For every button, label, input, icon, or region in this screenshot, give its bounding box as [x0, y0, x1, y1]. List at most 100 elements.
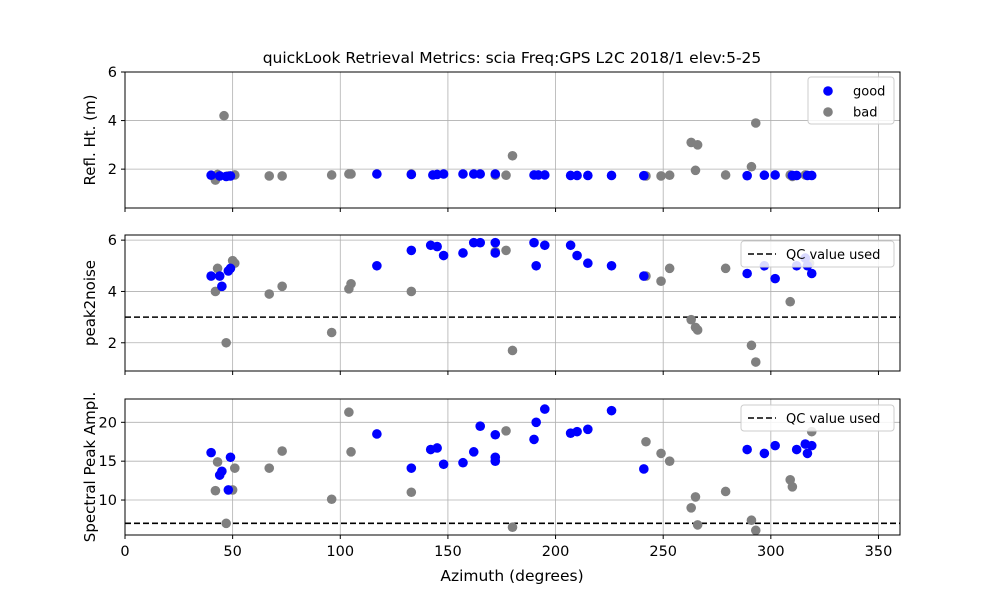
bad-point — [686, 314, 696, 325]
bad-point — [501, 245, 511, 256]
y-tick-label: 10 — [99, 493, 117, 509]
bad-point — [406, 487, 417, 498]
good-point — [406, 463, 417, 473]
y-tick-label: 4 — [108, 284, 117, 300]
x-tick-label: 100 — [326, 544, 354, 560]
series-good — [206, 404, 817, 495]
good-point — [759, 170, 770, 181]
good-point — [438, 169, 449, 179]
good-point — [475, 421, 486, 432]
good-point — [206, 170, 216, 181]
legend-label-qc: QC value used — [786, 412, 880, 427]
bad-point — [344, 407, 354, 418]
y-axis-label: peak2noise — [81, 260, 99, 346]
bad-point — [692, 140, 703, 150]
series-bad — [210, 245, 815, 367]
bad-point — [326, 327, 337, 338]
legend-box — [740, 404, 895, 432]
bad-point — [277, 446, 287, 456]
good-point — [806, 170, 817, 181]
bad-point — [750, 525, 761, 536]
series-good — [206, 237, 817, 292]
good-point — [742, 268, 752, 279]
good-point — [539, 170, 550, 180]
bad-point — [656, 171, 666, 181]
good-point — [539, 240, 550, 251]
bad-point — [229, 463, 240, 473]
good-point — [206, 447, 216, 458]
good-point — [468, 447, 479, 457]
bad-point — [750, 357, 761, 367]
good-point — [372, 429, 382, 439]
good-point — [791, 444, 802, 455]
good-point — [639, 271, 649, 281]
good-point — [372, 260, 382, 271]
good-point — [583, 170, 593, 181]
y-tick-label: 4 — [108, 114, 117, 130]
bad-point — [264, 289, 275, 299]
legend-marker-good — [823, 86, 833, 96]
good-point — [225, 452, 236, 463]
bad-point — [746, 340, 757, 351]
bad-point — [210, 286, 221, 297]
good-point — [531, 417, 541, 428]
x-tick-label: 50 — [223, 544, 241, 560]
bad-point — [641, 436, 651, 447]
good-point — [406, 169, 417, 180]
legend-label-qc: QC value used — [786, 248, 880, 263]
good-point — [406, 245, 417, 256]
good-point — [217, 466, 227, 477]
bad-point — [785, 296, 796, 307]
good-point — [529, 434, 539, 445]
y-tick-label: 6 — [108, 233, 117, 249]
good-point — [225, 263, 236, 274]
y-tick-label: 2 — [108, 162, 117, 178]
x-tick-label: 300 — [757, 544, 785, 560]
good-point — [572, 250, 582, 261]
legend: QC value used — [740, 404, 895, 432]
good-point — [458, 248, 468, 258]
y-tick-label: 2 — [108, 336, 117, 352]
bad-point — [277, 281, 287, 292]
bad-point — [221, 518, 231, 529]
bad-point — [664, 170, 675, 181]
bad-point — [210, 485, 221, 496]
good-point — [759, 448, 770, 459]
bad-point — [326, 494, 337, 505]
legend-box — [740, 240, 895, 268]
good-point — [432, 443, 442, 453]
bad-point — [346, 447, 356, 457]
bad-point — [221, 337, 231, 348]
good-point — [806, 268, 817, 279]
chart-title: quickLook Retrieval Metrics: scia Freq:G… — [263, 49, 762, 67]
good-point — [490, 237, 501, 248]
good-point — [458, 169, 468, 179]
bad-point — [346, 169, 356, 179]
good-point — [531, 260, 541, 271]
x-tick-label: 0 — [120, 544, 129, 560]
panel-2: 2 4 6 peak2noise QC value used — [81, 233, 901, 375]
bad-point — [212, 457, 223, 467]
bad-point — [664, 456, 675, 466]
bad-point — [501, 426, 511, 436]
good-point — [217, 281, 227, 292]
bad-point — [692, 520, 703, 530]
good-point — [742, 170, 752, 181]
x-tick-label: 350 — [865, 544, 893, 560]
bad-point — [656, 448, 666, 459]
bad-point — [507, 522, 518, 533]
good-point — [438, 459, 449, 470]
good-point — [606, 260, 617, 271]
series-bad — [210, 110, 811, 185]
good-point — [565, 240, 576, 251]
good-point — [606, 405, 617, 416]
bad-point — [690, 165, 701, 176]
good-point — [432, 241, 442, 252]
good-point — [770, 273, 780, 284]
bad-point — [212, 263, 223, 274]
good-point — [206, 271, 216, 281]
good-point — [802, 448, 813, 459]
good-point — [372, 169, 382, 179]
bad-point — [692, 325, 703, 335]
